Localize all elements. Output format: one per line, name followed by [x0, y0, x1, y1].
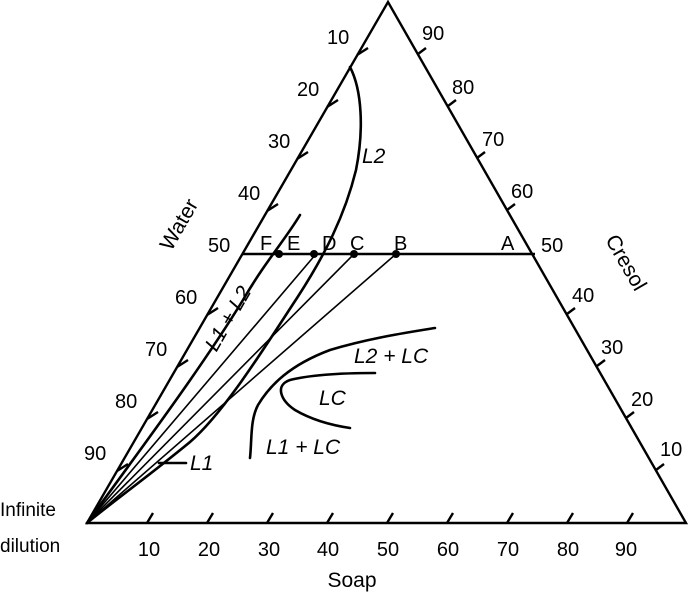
- soap-tick-30: [265, 512, 275, 524]
- lc-region-curve: [279, 371, 377, 430]
- cresol-label-50: 50: [541, 235, 563, 257]
- region-label-l1-plus-lc: L1 + LC: [266, 436, 341, 459]
- triangle-frame: [84, 0, 688, 525]
- point-label-e: E: [287, 233, 300, 255]
- cresol-axis-ticks: [417, 47, 665, 471]
- water-label-60: 60: [175, 287, 197, 309]
- water-label-20: 20: [297, 79, 319, 101]
- tie-line-to-c: [86, 253, 355, 524]
- cresol-label-60: 60: [511, 181, 533, 203]
- water-tick-70: [176, 358, 189, 369]
- soap-tick-80: [565, 512, 575, 524]
- soap-label-90: 90: [615, 539, 637, 561]
- region-label-l2-plus-lc: L2 + LC: [354, 345, 429, 368]
- cresol-label-70: 70: [482, 129, 504, 151]
- soap-label-10: 10: [138, 539, 160, 561]
- l1-l2-lower-boundary: [85, 213, 302, 525]
- soap-label-20: 20: [198, 539, 220, 561]
- point-label-a: A: [501, 233, 515, 255]
- water-axis-labels: 10 20 30 40 50 60 70 80 90: [84, 27, 349, 465]
- soap-axis-title: Soap: [327, 569, 376, 592]
- point-e: [310, 250, 318, 258]
- point-c: [350, 250, 358, 258]
- region-label-l1-plus-l2: L1 + L2: [201, 282, 256, 355]
- infinite-dilution-label-line2: dilution: [0, 536, 60, 557]
- water-label-70: 70: [145, 339, 167, 361]
- cresol-tick-60: [506, 203, 516, 211]
- water-label-50: 50: [208, 235, 230, 257]
- point-label-f: F: [260, 233, 272, 255]
- cresol-axis-title: Cresol: [600, 231, 650, 295]
- soap-tick-20: [205, 512, 215, 524]
- cresol-tick-90: [417, 47, 427, 55]
- water-label-40: 40: [238, 183, 260, 205]
- water-axis-ticks: [116, 46, 369, 473]
- water-label-10: 10: [327, 27, 349, 49]
- soap-label-80: 80: [557, 539, 579, 561]
- region-label-lc: LC: [319, 387, 347, 410]
- point-f: [275, 250, 283, 258]
- cresol-label-30: 30: [601, 337, 623, 359]
- point-b: [392, 250, 400, 258]
- region-label-l2: L2: [362, 145, 386, 168]
- cresol-tick-80: [447, 99, 457, 107]
- soap-tick-10: [145, 512, 155, 524]
- soap-label-30: 30: [258, 539, 280, 561]
- cresol-tick-10: [655, 463, 665, 471]
- soap-tick-60: [445, 512, 455, 524]
- water-label-90: 90: [84, 443, 106, 465]
- region-label-l1: L1: [190, 452, 213, 475]
- l2-lc-boundary-curve: [248, 326, 437, 460]
- soap-tick-70: [505, 512, 515, 524]
- cresol-axis-labels: 90 80 70 60 50 40 30 20 10: [422, 23, 682, 461]
- point-label-c: C: [350, 233, 364, 255]
- soap-tick-90: [625, 512, 635, 524]
- cresol-tick-40: [566, 307, 576, 315]
- point-label-b: B: [394, 233, 407, 255]
- point-label-d: D: [322, 233, 336, 255]
- l2-boundary-curve: [85, 65, 363, 525]
- cresol-tick-20: [625, 411, 635, 419]
- water-tick-20: [326, 98, 339, 109]
- cresol-label-90: 90: [422, 23, 444, 45]
- cresol-label-40: 40: [572, 285, 594, 307]
- soap-tick-50: [385, 512, 395, 524]
- cresol-label-10: 10: [660, 439, 682, 461]
- infinite-dilution-label-line1: Infinite: [0, 500, 56, 521]
- tie-line-to-b: [86, 253, 397, 524]
- water-tick-90: [116, 462, 129, 473]
- soap-axis-ticks: [145, 512, 635, 524]
- cresol-label-80: 80: [452, 77, 474, 99]
- water-tick-80: [146, 410, 159, 421]
- cresol-label-20: 20: [631, 389, 653, 411]
- cresol-tick-30: [596, 359, 606, 367]
- soap-label-70: 70: [497, 539, 519, 561]
- soap-label-60: 60: [437, 539, 459, 561]
- soap-label-50: 50: [377, 539, 399, 561]
- tie-line-to-d: [86, 253, 317, 524]
- water-axis-title: Water: [156, 195, 204, 254]
- water-tick-30: [296, 150, 309, 161]
- water-tick-60: [206, 306, 219, 317]
- water-tick-10: [356, 46, 369, 57]
- water-label-30: 30: [268, 131, 290, 153]
- soap-tick-40: [325, 512, 335, 524]
- soap-label-40: 40: [317, 539, 339, 561]
- water-tick-40: [266, 202, 279, 213]
- soap-axis-labels: 10 20 30 40 50 60 70 80 90: [138, 539, 637, 561]
- water-label-80: 80: [115, 391, 137, 413]
- cresol-tick-70: [476, 151, 486, 159]
